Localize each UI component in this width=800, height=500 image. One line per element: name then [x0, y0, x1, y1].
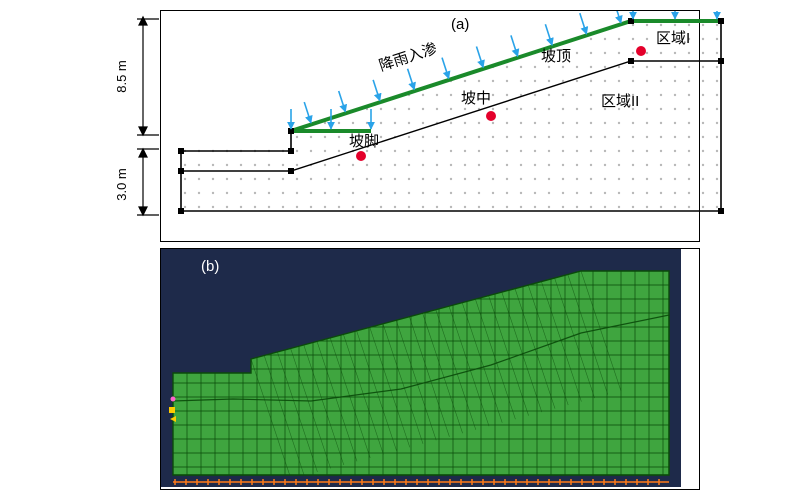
label-top: 坡顶	[541, 48, 571, 65]
dimension-column: 8.5 m 3.0 m	[103, 11, 159, 241]
dimension-svg	[103, 11, 159, 241]
figure-container: 8.5 m 3.0 m (a)降雨入渗坡顶坡中坡脚区域I区域II (b)	[100, 10, 700, 490]
panel-b-label: (b)	[201, 258, 219, 275]
label-region2: 区域II	[601, 93, 639, 110]
label-toe: 坡脚	[349, 133, 379, 150]
panel-b: (b)	[160, 248, 700, 490]
panel-a-svg: (a)降雨入渗坡顶坡中坡脚区域I区域II	[161, 11, 741, 239]
label-region1: 区域I	[656, 30, 690, 47]
dim-lower: 3.0 m	[114, 168, 129, 201]
dim-upper: 8.5 m	[114, 60, 129, 93]
panel-b-svg: (b)	[161, 249, 681, 487]
panel-a-label: (a)	[451, 16, 469, 33]
label-mid: 坡中	[461, 90, 491, 107]
panel-a: 8.5 m 3.0 m (a)降雨入渗坡顶坡中坡脚区域I区域II	[160, 10, 700, 242]
